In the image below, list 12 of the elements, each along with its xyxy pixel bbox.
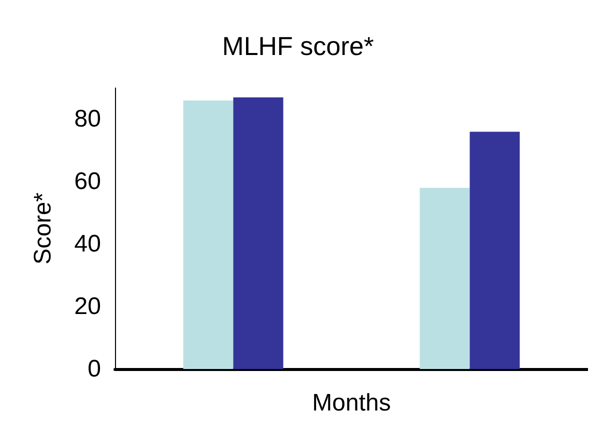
bar (420, 188, 470, 369)
bar (233, 97, 284, 369)
y-axis-title: Score* (30, 192, 56, 265)
y-tick-label: 80 (74, 106, 101, 133)
bar (183, 100, 234, 369)
bar (470, 132, 520, 369)
y-tick-label: 0 (88, 356, 101, 382)
y-tick-label: 20 (74, 293, 101, 320)
chart-title: MLHF score* (222, 31, 374, 61)
x-axis-title: Months (312, 390, 391, 416)
y-tick-label: 60 (74, 168, 101, 196)
y-tick-label: 40 (74, 230, 101, 258)
